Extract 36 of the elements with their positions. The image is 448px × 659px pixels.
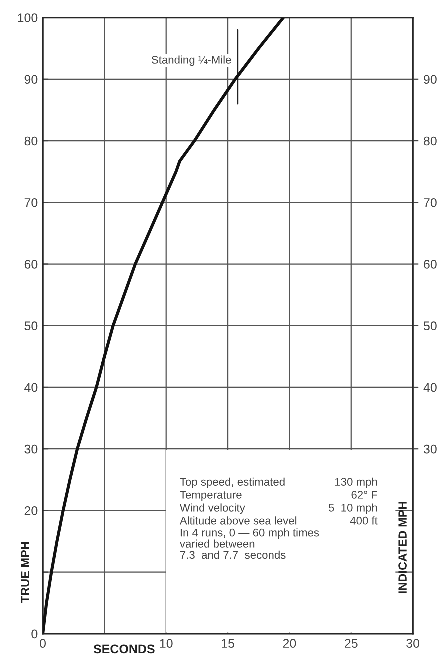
y-tick-label: 60 bbox=[24, 260, 38, 269]
y2-tick-label: 70 bbox=[424, 198, 437, 208]
y2-tick-label: 30 bbox=[424, 444, 437, 454]
y-tick-label: 80 bbox=[24, 136, 38, 146]
y2-tick-label: 90 bbox=[424, 75, 437, 84]
y-tick-label: 20 bbox=[24, 506, 38, 516]
y-axis-title: TRUE MPH bbox=[21, 542, 30, 604]
y2-axis-title: INDICATED MPH bbox=[398, 502, 407, 594]
x-tick-label: 15 bbox=[222, 639, 234, 648]
annotation: Temperature bbox=[180, 491, 242, 502]
y-tick-label: 70 bbox=[24, 198, 38, 208]
annotation: 5 10 mph bbox=[328, 504, 378, 514]
y-tick-label: 50 bbox=[24, 322, 38, 331]
y2-tick-label: 50 bbox=[424, 322, 437, 331]
annotation: 400 ft bbox=[350, 516, 378, 525]
y2-tick-label: 80 bbox=[424, 136, 437, 146]
x-tick-label: 10 bbox=[160, 639, 173, 648]
y-tick-label: 100 bbox=[18, 14, 38, 22]
y-tick-label: 30 bbox=[24, 444, 38, 454]
x-tick-label: 20 bbox=[283, 639, 296, 648]
annotation: 62° F bbox=[352, 491, 378, 499]
y-tick-label: 0 bbox=[32, 630, 38, 639]
annotation: In 4 runs, 0 — 60 mph times varied between 7.3 and 7.7 seconds bbox=[180, 528, 320, 560]
y2-tick-label: 60 bbox=[424, 260, 437, 269]
annotation: Top speed, estimated bbox=[180, 478, 285, 488]
y-tick-label: 40 bbox=[24, 383, 38, 392]
x-tick-label: 30 bbox=[406, 639, 420, 648]
x-tick-label: 25 bbox=[345, 639, 358, 648]
annotation: 130 mph bbox=[336, 478, 378, 488]
annotation: Standing ¼-Mile bbox=[152, 56, 232, 66]
x-tick-label: 0 bbox=[40, 639, 46, 648]
annotation: Wind velocity bbox=[180, 504, 246, 514]
annotation: Altitude above sea level bbox=[180, 516, 297, 525]
y-tick-label: 90 bbox=[24, 75, 38, 84]
x-axis-title: SECONDS bbox=[94, 644, 155, 654]
y2-tick-label: 40 bbox=[424, 383, 437, 392]
